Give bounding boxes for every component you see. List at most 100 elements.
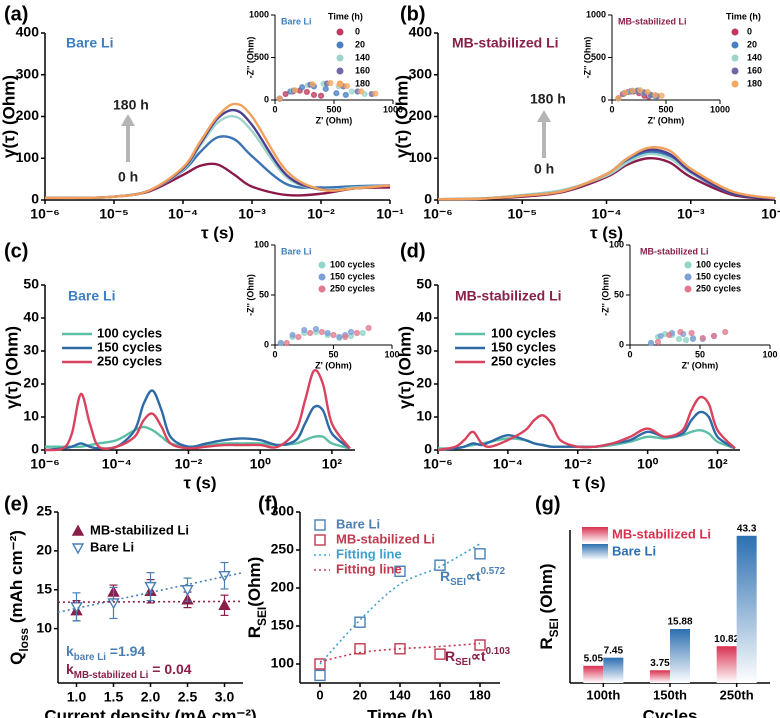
annotation-part: k bbox=[66, 643, 74, 659]
value-label: 5.05 bbox=[584, 653, 604, 664]
annotation-part: SEI bbox=[450, 577, 466, 588]
x-tick-label: 10⁰ bbox=[637, 456, 659, 472]
inset-title: Bare Li bbox=[281, 16, 312, 26]
panel-label: (a) bbox=[4, 3, 28, 25]
y-tick-label: 500 bbox=[591, 52, 606, 62]
legend-item: 0 bbox=[336, 26, 360, 36]
point bbox=[322, 85, 329, 93]
x-tick-label: 500 bbox=[326, 104, 341, 114]
y-tick-label: 100 bbox=[16, 149, 40, 165]
point bbox=[307, 329, 314, 337]
point bbox=[309, 81, 316, 88]
legend-swatch bbox=[71, 524, 85, 536]
legend-item: 150 cycles bbox=[318, 271, 375, 281]
legend-swatch bbox=[318, 285, 326, 293]
y-axis-label: RSEI (Ohm) bbox=[537, 563, 561, 649]
legend-swatch bbox=[336, 54, 344, 62]
legend-label: 100 cycles bbox=[330, 259, 375, 269]
x-axis-label: Z' (Ohm) bbox=[648, 115, 685, 125]
legend-title: Time (h) bbox=[328, 11, 363, 21]
legend-item: 100 cycles bbox=[62, 325, 162, 340]
legend-label: 250 cycles bbox=[696, 283, 741, 293]
point bbox=[347, 328, 355, 336]
legend-title: Time (h) bbox=[726, 11, 761, 21]
y-axis-label: γ(τ) (Ohm) bbox=[2, 326, 21, 409]
x-tick-label: 100th bbox=[586, 687, 620, 702]
inset: 0 500 1000 0 500 1000 Z' (Ohm) -Z'' (Ohm) MB-sta… bbox=[582, 9, 762, 125]
x-tick-label: 10⁻³ bbox=[677, 206, 705, 222]
x-axis-label: Current density (mA cm⁻²) bbox=[44, 706, 256, 718]
y-tick-label: 250 bbox=[271, 541, 295, 557]
legend-item: 140 bbox=[731, 52, 762, 62]
x-tick-label: 150th bbox=[653, 687, 687, 702]
point bbox=[324, 329, 331, 337]
legend-label: 20 bbox=[747, 39, 757, 49]
y-tick-label: 50 bbox=[23, 276, 39, 292]
point bbox=[652, 91, 659, 99]
point bbox=[312, 325, 320, 333]
annotation: MB-stabilized Li bbox=[452, 35, 559, 51]
point bbox=[666, 331, 673, 339]
y-tick-label: 300 bbox=[409, 65, 433, 81]
x-tick-label: 180 bbox=[469, 687, 491, 702]
y-tick-label: 200 bbox=[16, 107, 40, 123]
point bbox=[353, 329, 361, 337]
point bbox=[342, 91, 349, 99]
legend-swatch bbox=[336, 41, 344, 49]
x-axis-label: τ (s) bbox=[201, 223, 234, 242]
annotation-part: SEI bbox=[455, 657, 471, 668]
x-tick-label: 1000 bbox=[710, 104, 730, 114]
point bbox=[636, 87, 644, 94]
y-tick-label: 100 bbox=[409, 149, 433, 165]
legend-label: MB-stabilized Li bbox=[336, 531, 435, 546]
inset: 0 50 100 0 50 100 Z' (Ohm) -Z'' (Ohm) Bare Li 100… bbox=[245, 239, 399, 370]
y-tick-label: 40 bbox=[416, 309, 432, 325]
arrow-head bbox=[537, 110, 551, 122]
point bbox=[283, 339, 290, 347]
fit-line bbox=[57, 571, 244, 614]
point bbox=[615, 95, 622, 102]
inset-title: Bare Li bbox=[281, 246, 312, 256]
point bbox=[474, 639, 486, 651]
panel: 0 10 20 30 40 50 10⁻⁶ 10⁻⁴ 10⁻² 10⁰ 10² τ (s) γ(τ) (… bbox=[2, 240, 355, 492]
x-tick-label: 10² bbox=[322, 456, 343, 472]
legend-label: MB-stabilized Li bbox=[612, 526, 711, 541]
legend-item: 180 bbox=[731, 78, 762, 88]
line bbox=[44, 114, 391, 200]
annotation: kMB-stabilized Li = 0.04 bbox=[66, 661, 192, 681]
panel-label: (e) bbox=[4, 493, 28, 515]
legend-swatch bbox=[318, 273, 326, 281]
legend-swatch bbox=[582, 544, 608, 560]
legend-label: 250 cycles bbox=[491, 353, 556, 368]
legend-item: 100 cycles bbox=[684, 259, 741, 269]
legend-label: 250 cycles bbox=[330, 283, 375, 293]
value-label: 15.88 bbox=[667, 617, 692, 628]
inset: 0 500 1000 0 500 1000 Z' (Ohm) -Z'' (Ohm) Bare L… bbox=[245, 9, 403, 125]
annotation-part: R bbox=[445, 648, 455, 664]
y-tick-label: 1000 bbox=[249, 9, 269, 19]
legend-swatch bbox=[684, 261, 692, 269]
panel: 100th 150th 250th Cycles RSEI (Ohm) 5.05 3.75 1… bbox=[535, 493, 770, 718]
point bbox=[291, 87, 299, 94]
panel-label: (b) bbox=[400, 3, 426, 25]
annotation-part: R bbox=[440, 568, 450, 584]
legend-label: Bare Li bbox=[90, 539, 134, 554]
legend-label: Fitting line bbox=[336, 561, 402, 576]
legend-item: 160 bbox=[731, 65, 762, 75]
y-tick-label: 100 bbox=[609, 239, 624, 249]
legend-swatch bbox=[314, 534, 326, 546]
y-axis-label-part: (mAh cm⁻²) bbox=[7, 530, 26, 628]
legend-item: Bare Li bbox=[314, 516, 380, 531]
legend-item: 150 cycles bbox=[684, 271, 741, 281]
inset-title: MB-stabilized Li bbox=[640, 246, 709, 256]
fit-line bbox=[319, 642, 481, 663]
annotation: 180 h bbox=[113, 97, 149, 113]
y-tick-label: 20 bbox=[36, 542, 52, 558]
point bbox=[301, 326, 308, 334]
legend-label: 180 bbox=[355, 78, 370, 88]
legend-item: 150 cycles bbox=[62, 339, 162, 354]
point bbox=[359, 329, 366, 337]
